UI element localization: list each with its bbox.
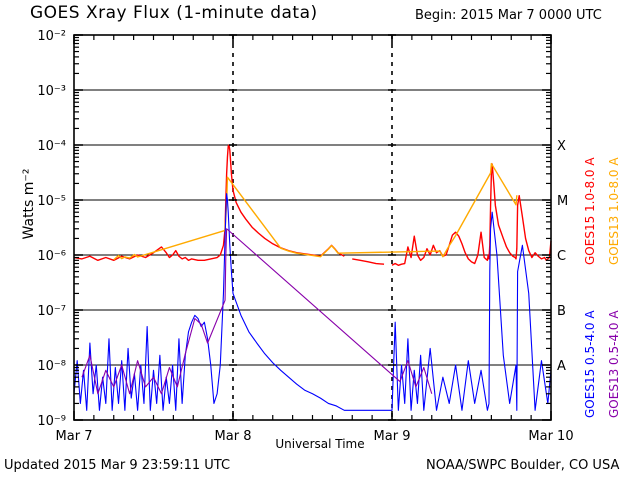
y-tick-label: 10⁻⁸ xyxy=(37,359,66,374)
flare-class-label-A: A xyxy=(557,359,566,374)
legend-goes13-short: GOES13 0.5-4.0 A xyxy=(607,310,621,418)
series-line-2 xyxy=(73,193,552,411)
y-tick-label: 10⁻² xyxy=(37,29,66,44)
x-axis-label: Universal Time xyxy=(275,437,365,451)
flare-class-label-B: B xyxy=(557,304,566,319)
y-tick-label: 10⁻⁹ xyxy=(37,414,66,429)
flare-class-label-C: C xyxy=(557,249,566,264)
y-tick-label: 10⁻⁷ xyxy=(37,304,66,319)
noaa-credit: NOAA/SWPC Boulder, CO USA xyxy=(426,458,620,473)
y-tick-label: 10⁻⁵ xyxy=(37,194,66,209)
series-line-1 xyxy=(113,162,518,261)
series-line-3 xyxy=(81,228,433,395)
x-tick-label: Mar 7 xyxy=(56,429,93,444)
page-title: GOES Xray Flux (1-minute data) xyxy=(30,3,318,23)
series-line-0 xyxy=(391,163,552,266)
y-tick-label: 10⁻³ xyxy=(37,84,66,99)
legend-goes13-long: GOES13 1.0-8.0 A xyxy=(607,157,621,265)
legend-goes15-long: GOES15 1.0-8.0 A xyxy=(583,157,597,265)
x-tick-label: Mar 9 xyxy=(374,429,411,444)
flare-class-label-X: X xyxy=(557,139,566,154)
x-tick-label: Mar 8 xyxy=(215,429,252,444)
legend-goes15-short: GOES15 0.5-4.0 A xyxy=(583,310,597,418)
series-line-0 xyxy=(352,258,385,265)
flare-class-label-M: M xyxy=(557,194,568,209)
y-tick-label: 10⁻⁶ xyxy=(37,249,66,264)
y-tick-label: 10⁻⁴ xyxy=(37,139,66,154)
begin-time-label: Begin: 2015 Mar 7 0000 UTC xyxy=(415,8,602,23)
x-tick-label: Mar 10 xyxy=(528,429,573,444)
series-line-0 xyxy=(73,144,345,262)
updated-timestamp: Updated 2015 Mar 9 23:59:11 UTC xyxy=(4,458,231,473)
